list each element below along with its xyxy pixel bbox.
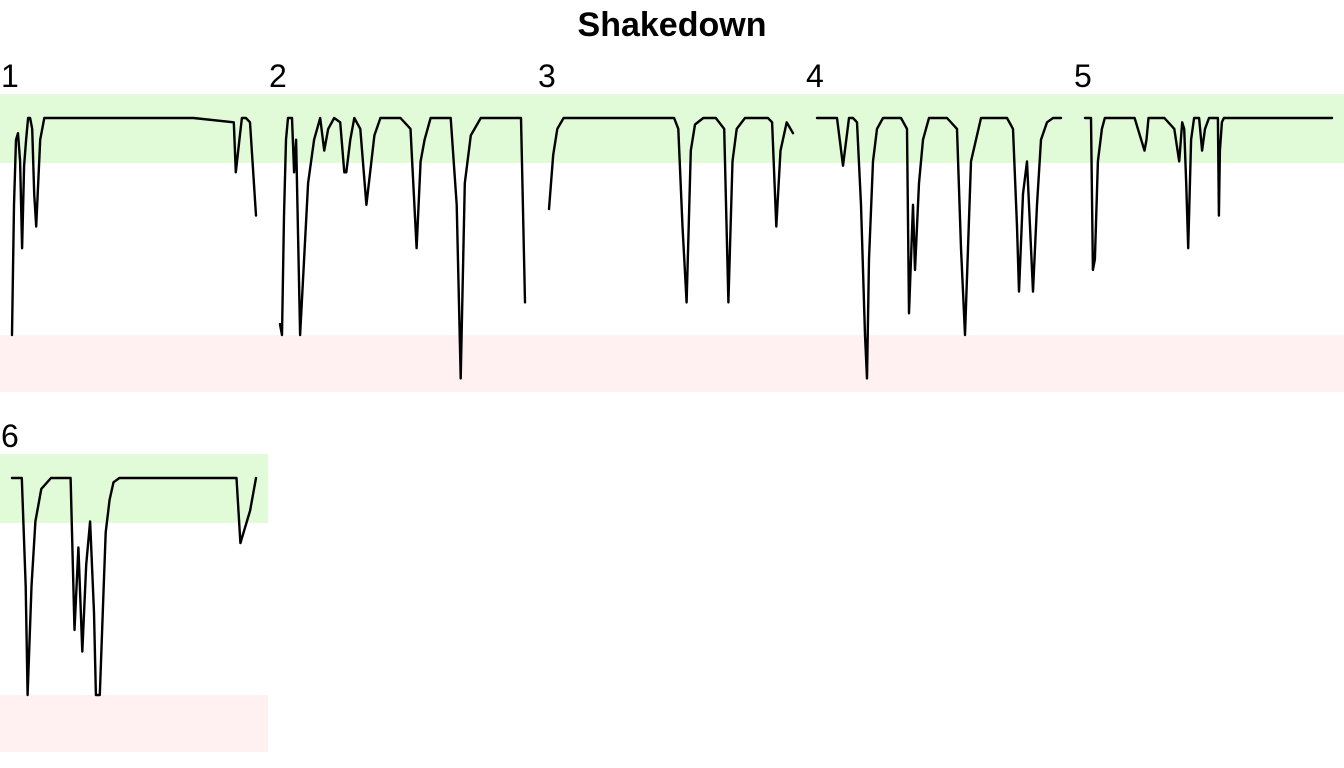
panel-label-3: 3 (538, 58, 556, 94)
panel-2: 2 (268, 58, 537, 392)
panel-label-4: 4 (806, 58, 824, 94)
panel-4: 4 (805, 58, 1073, 392)
series-line-6 (10, 476, 258, 697)
good-band-6 (0, 454, 268, 523)
good-band-5 (1073, 94, 1344, 163)
series-line-3 (547, 116, 795, 304)
series-line-4 (815, 116, 1063, 380)
panel-1: 1 (0, 58, 268, 392)
panel-label-1: 1 (1, 58, 19, 94)
series-line-5 (1083, 116, 1334, 272)
panel-label-2: 2 (269, 58, 287, 94)
bad-band-3 (537, 335, 805, 392)
panel-5: 5 (1073, 58, 1344, 392)
series-line-2 (278, 116, 527, 380)
bad-band-6 (0, 695, 268, 752)
good-band-4 (805, 94, 1073, 163)
bad-band-5 (1073, 335, 1344, 392)
chart-title: Shakedown (578, 6, 767, 44)
good-band-2 (268, 94, 537, 163)
series-line-1 (10, 116, 258, 337)
panel-3: 3 (537, 58, 805, 392)
bad-band-1 (0, 335, 268, 392)
bad-band-4 (805, 335, 1073, 392)
panel-label-6: 6 (1, 418, 19, 454)
panel-group: 1 2 3 4 5 6 (0, 58, 1344, 752)
good-band-3 (537, 94, 805, 163)
bad-band-2 (268, 335, 537, 392)
panel-label-5: 5 (1074, 58, 1092, 94)
good-band-1 (0, 94, 268, 163)
panel-6: 6 (0, 418, 268, 752)
